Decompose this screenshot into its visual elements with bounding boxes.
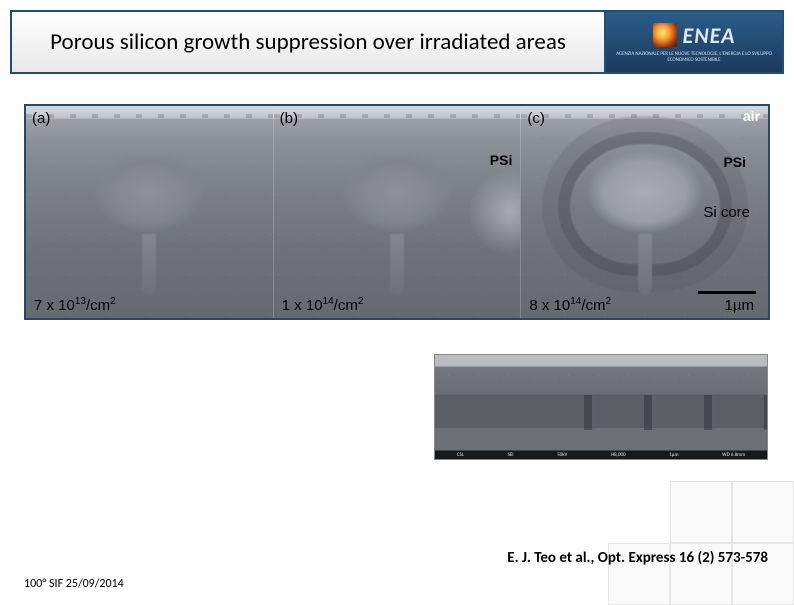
scale-bar (698, 291, 756, 294)
logo-subtitle: AGENZIA NAZIONALE PER LE NUOVE TECNOLOGI… (606, 51, 782, 63)
core-ridges (435, 395, 767, 430)
citation: E. J. Teo et al., Opt. Express 16 (2) 57… (507, 549, 768, 567)
panel-a-dose: 7 x 1013/cm2 (34, 296, 116, 314)
panel-a-label: (a) (32, 110, 50, 127)
secondary-sem-image: CSL SEI 50kV H8,000 1µm WD 6.8mm (434, 354, 768, 460)
logo-name: ENEA (683, 22, 736, 49)
psi-label: PSi (723, 154, 746, 170)
si-core-label: Si core (703, 204, 750, 221)
psi-label: PSi (490, 152, 513, 168)
lobe-shape (570, 144, 720, 264)
panel-c: (c) air PSi Si core 1µm 8 x 1014/cm2 (521, 106, 768, 318)
grain-texture (435, 366, 767, 394)
panel-a: (a) 7 x 1013/cm2 (26, 106, 274, 318)
footer-date: 100° SIF 25/09/2014 (24, 577, 124, 591)
lobe-shape (74, 144, 224, 264)
slide-header: Porous silicon growth suppression over i… (10, 10, 784, 74)
burst-icon (653, 23, 677, 47)
panel-c-label: (c) (527, 110, 545, 127)
panel-b-dose: 1 x 1014/cm2 (282, 296, 364, 314)
panel-b: (b) PSi 1 x 1014/cm2 (274, 106, 522, 318)
info-item: CSL (457, 452, 464, 458)
corner-squares-decoration (604, 481, 794, 605)
panel-b-label: (b) (280, 110, 298, 127)
info-item: 50kV (557, 452, 567, 458)
logo-top-row: ENEA (653, 22, 736, 49)
enea-logo: ENEA AGENZIA NAZIONALE PER LE NUOVE TECN… (606, 12, 782, 72)
lobe-shape (322, 144, 472, 264)
sem-infobar: CSL SEI 50kV H8,000 1µm WD 6.8mm (435, 451, 767, 459)
info-item: 1µm (669, 452, 678, 458)
air-label: air (743, 108, 760, 124)
main-figure: (a) 7 x 1013/cm2 (b) PSi 1 x 1014/cm2 (c… (24, 104, 770, 320)
info-item: SEI (508, 452, 514, 458)
scale-text: 1µm (725, 297, 754, 314)
info-item: WD 6.8mm (722, 452, 745, 458)
slide-title: Porous silicon growth suppression over i… (50, 29, 566, 55)
info-item: H8,000 (611, 452, 626, 458)
title-box: Porous silicon growth suppression over i… (12, 12, 606, 72)
panel-c-dose: 8 x 1014/cm2 (529, 296, 611, 314)
